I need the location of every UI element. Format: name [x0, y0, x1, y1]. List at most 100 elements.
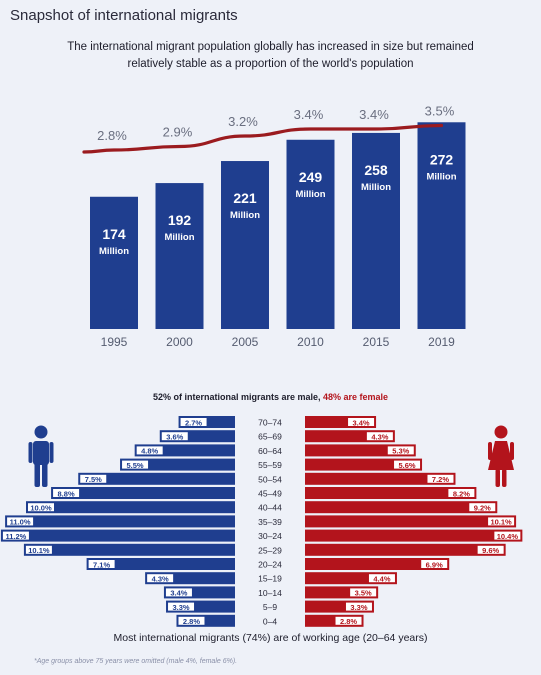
female-label-box [368, 574, 395, 583]
bar-value-label: 258 [364, 162, 388, 178]
chart-title: Snapshot of international migrants [10, 7, 238, 24]
bar-unit-label: Million [361, 182, 391, 193]
male-value-label: 8.8% [58, 489, 75, 498]
gender-share-text: 52% of international migrants are male, … [0, 392, 541, 402]
male-bar [78, 472, 235, 485]
male-label-box [161, 432, 188, 441]
female-value-label: 3.4% [353, 418, 370, 427]
female-bar [305, 458, 423, 471]
female-label-box [494, 531, 521, 540]
female-icon-dress [488, 441, 514, 470]
gender-share-male: 52% of international migrants are male, [152, 392, 323, 402]
age-group-label: 40–44 [258, 503, 282, 513]
male-bar [26, 501, 235, 514]
female-label-box [345, 602, 372, 611]
male-label-box [147, 574, 174, 583]
bar-value-label: 192 [168, 212, 192, 228]
female-bar [305, 529, 523, 542]
age-group-label: 55–59 [258, 460, 282, 470]
male-label-box [2, 531, 29, 540]
male-value-label: 4.8% [141, 447, 158, 456]
female-person-icon [488, 425, 514, 487]
male-value-label: 10.0% [30, 504, 52, 513]
age-group-label: 5–9 [263, 602, 277, 612]
x-tick-label: 2010 [297, 335, 324, 349]
female-value-label: 6.9% [426, 560, 443, 569]
female-value-label: 5.6% [398, 461, 415, 470]
x-tick-label: 2019 [428, 335, 455, 349]
working-age-note: Most international migrants (74%) are of… [113, 632, 428, 644]
male-label-box [136, 446, 163, 455]
bar-unit-label: Million [426, 171, 456, 182]
female-label-box [394, 460, 421, 469]
male-value-label: 4.3% [152, 575, 169, 584]
male-value-label: 7.5% [85, 475, 102, 484]
age-group-label: 65–69 [258, 432, 282, 442]
female-icon-leg [502, 469, 507, 487]
migrant-bar-1995 [90, 196, 138, 329]
female-icon-arm [488, 442, 492, 460]
bar-unit-label: Million [99, 246, 129, 257]
female-icon-leg [495, 469, 500, 487]
share-percent-label: 3.4% [294, 107, 324, 122]
female-value-label: 7.2% [432, 475, 449, 484]
male-value-label: 3.4% [170, 589, 187, 598]
bar-value-label: 174 [102, 226, 126, 242]
male-label-box [88, 560, 115, 568]
bar-unit-label: Million [164, 232, 194, 243]
x-tick-label: 2005 [232, 335, 259, 349]
female-label-box [488, 517, 515, 526]
male-person-icon [28, 425, 54, 487]
male-icon-arm [28, 442, 33, 463]
bar-unit-label: Million [230, 210, 260, 221]
subtitle-line-1: The international migrant population glo… [67, 41, 474, 53]
male-label-box [80, 474, 107, 483]
age-group-label: 30–24 [258, 531, 282, 541]
female-label-box [335, 616, 362, 625]
migrant-bar-2000 [155, 183, 204, 329]
female-value-label: 9.2% [474, 504, 491, 513]
male-bar [51, 487, 235, 499]
male-label-box [168, 602, 195, 611]
female-value-label: 8.2% [453, 489, 470, 498]
male-value-label: 3.3% [172, 603, 189, 612]
male-value-label: 7.1% [93, 560, 110, 569]
female-label-box [421, 560, 448, 568]
subtitle-line-2: relatively stable as a proportion of the… [127, 58, 414, 70]
male-value-label: 11.0% [10, 518, 31, 527]
male-label-box [53, 489, 80, 497]
female-label-box [366, 432, 393, 441]
female-value-label: 3.5% [355, 589, 372, 598]
male-value-label: 11.2% [5, 532, 26, 541]
male-bar [86, 558, 235, 570]
age-group-label: 35–39 [258, 517, 282, 527]
male-icon-leg [42, 463, 48, 487]
female-label-box [348, 418, 375, 426]
female-label-box [448, 489, 475, 497]
footnote: *Age groups above 75 years were omitted … [34, 658, 238, 665]
female-label-box [469, 503, 496, 512]
female-bar [305, 472, 456, 485]
migrant-bar-2019 [417, 122, 466, 329]
male-label-box [28, 503, 54, 512]
gender-share-female: 48% are female [323, 392, 389, 402]
male-icon-head [34, 425, 48, 439]
x-tick-label: 1995 [101, 335, 128, 349]
share-percent-label: 3.5% [425, 104, 455, 119]
age-group-label: 15–19 [258, 574, 282, 584]
female-bar [305, 543, 506, 556]
female-label-box [427, 474, 454, 483]
male-value-label: 2.7% [185, 418, 202, 427]
age-group-label: 10–14 [258, 588, 282, 598]
share-percent-label: 2.8% [97, 128, 127, 143]
age-group-label: 20–24 [258, 560, 282, 570]
female-value-label: 3.3% [350, 603, 367, 612]
bar-value-label: 249 [299, 169, 323, 185]
share-line [82, 123, 444, 154]
male-bar [23, 543, 235, 556]
x-tick-label: 2000 [166, 335, 193, 349]
migrant-bar-2005 [221, 161, 269, 329]
female-value-label: 4.3% [371, 433, 388, 442]
male-label-box [7, 517, 34, 526]
